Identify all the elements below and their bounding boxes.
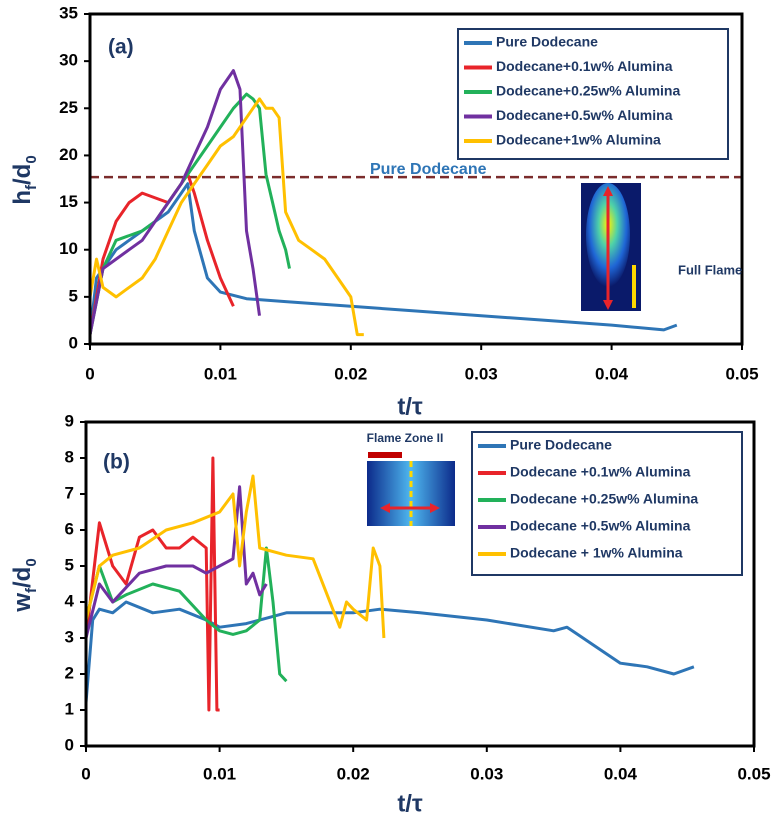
x-tick-label: 0 <box>85 364 94 383</box>
y-tick-label: 5 <box>65 555 74 574</box>
series-line <box>84 546 288 683</box>
y-tick-label: 25 <box>59 98 78 117</box>
x-axis-label: t/τ <box>397 790 423 817</box>
inset-label: Full Flame <box>678 262 742 277</box>
y-axis-label-part: 0 <box>23 558 40 566</box>
x-tick-label: 0.04 <box>604 764 638 783</box>
y-tick-label: 5 <box>69 286 78 305</box>
x-tick-label: 0.03 <box>470 764 503 783</box>
plot-frame <box>88 12 744 346</box>
series-line <box>88 97 364 337</box>
legend-label: Dodecane +0.25w% Alumina <box>510 491 698 507</box>
y-tick-label: 20 <box>59 145 78 164</box>
x-tick-label: 0.01 <box>204 364 237 383</box>
y-tick-label: 4 <box>65 591 75 610</box>
reference-line-label: Pure Dodecane <box>370 161 487 178</box>
legend-label: Dodecane +0.1w% Alumina <box>510 464 691 480</box>
x-tick-label: 0.04 <box>595 364 629 383</box>
y-axis-label: hf/d0 <box>9 155 40 204</box>
y-tick-label: 6 <box>65 519 74 538</box>
series-line <box>84 474 386 639</box>
legend-label: Dodecane+1w% Alumina <box>496 132 661 148</box>
y-tick-label: 1 <box>65 699 74 718</box>
legend-box <box>471 431 743 576</box>
y-axis-label-part: 0 <box>23 155 40 163</box>
panel-label: (a) <box>108 36 134 59</box>
inset-image-b <box>367 452 455 526</box>
y-axis-label: wf/d0 <box>9 558 40 612</box>
x-tick-label: 0.02 <box>337 764 370 783</box>
series-line <box>88 69 261 335</box>
y-axis-label-part: w <box>9 593 36 613</box>
legend-box <box>457 28 729 160</box>
y-tick-label: 35 <box>59 3 78 22</box>
series-line <box>84 485 268 639</box>
y-tick-label: 15 <box>59 192 78 211</box>
y-axis-label-part: f <box>23 587 40 593</box>
plot-frame <box>84 420 756 748</box>
inset-image-a <box>581 183 641 311</box>
inset-label: Flame Zone II <box>367 431 444 445</box>
y-tick-label: 3 <box>65 627 74 646</box>
y-axis-label-part: /d <box>9 164 36 185</box>
legend-label: Dodecane + 1w% Alumina <box>510 545 683 561</box>
y-axis-label-part: f <box>23 184 40 190</box>
y-tick-label: 9 <box>65 411 74 430</box>
legend-label: Dodecane +0.5w% Alumina <box>510 518 691 534</box>
y-axis-label-part: /d <box>9 567 36 588</box>
x-tick-label: 0.02 <box>334 364 367 383</box>
legend-label: Dodecane+0.5w% Alumina <box>496 107 673 123</box>
legend-label: Dodecane+0.1w% Alumina <box>496 58 673 74</box>
y-tick-label: 2 <box>65 663 74 682</box>
series-line <box>84 600 695 703</box>
x-axis-label: t/τ <box>397 393 423 420</box>
y-tick-label: 0 <box>65 735 74 754</box>
y-tick-label: 8 <box>65 447 74 466</box>
series-line <box>84 456 220 712</box>
y-tick-label: 7 <box>65 483 74 502</box>
legend-label: Pure Dodecane <box>496 34 598 50</box>
series-line <box>88 92 291 335</box>
panel-label: (b) <box>103 451 130 474</box>
y-tick-label: 30 <box>59 51 78 70</box>
x-tick-label: 0 <box>81 764 90 783</box>
series-line <box>88 182 678 335</box>
legend-label: Dodecane+0.25w% Alumina <box>496 83 680 99</box>
x-tick-label: 0.05 <box>725 364 758 383</box>
y-axis-label-part: h <box>9 190 36 205</box>
x-tick-label: 0.03 <box>465 364 498 383</box>
x-tick-label: 0.01 <box>203 764 236 783</box>
legend-label: Pure Dodecane <box>510 437 612 453</box>
y-tick-label: 0 <box>69 333 78 352</box>
y-tick-label: 10 <box>59 239 78 258</box>
x-tick-label: 0.05 <box>737 764 770 783</box>
